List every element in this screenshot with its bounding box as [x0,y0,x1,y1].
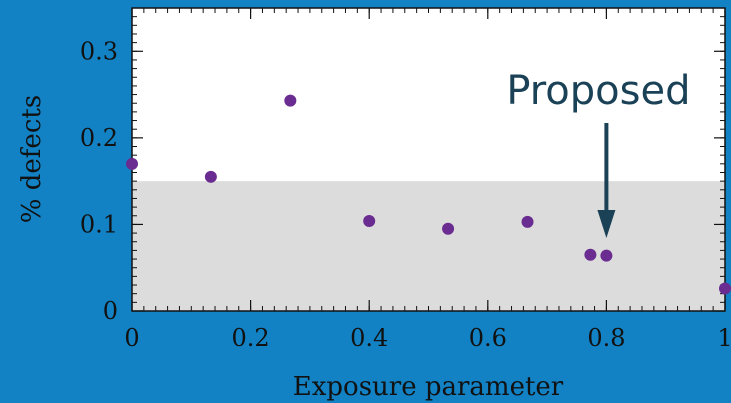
proposed-annotation-label: Proposed [506,68,690,114]
x-tick-label: 0 [124,324,139,352]
x-tick-label: 0.2 [232,324,270,352]
y-tick-label: 0.3 [80,37,118,65]
data-point [600,249,613,262]
annotation-layer: Proposed [506,68,690,238]
band-layer [132,181,725,311]
data-point [442,222,455,235]
x-tick-label: 0.6 [469,324,507,352]
data-point [584,248,597,261]
x-tick-label: 0.4 [350,324,388,352]
data-point [363,214,376,227]
acceptable-range-band [132,181,725,311]
ticks-layer: 0 0.2 0.4 0.6 0.8 1 0 0.1 0.2 0.3 [80,7,731,352]
y-tick-label: 0.1 [80,210,118,238]
y-tick-label: 0 [103,297,118,325]
x-tick-label: 1 [717,324,731,352]
x-axis-label: Exposure parameter [293,372,564,402]
data-point [521,215,534,228]
data-point [284,94,297,107]
y-tick-label: 0.2 [80,124,118,152]
data-point [204,170,217,183]
x-tick-label: 0.8 [587,324,625,352]
annotation-arrow-head [597,210,616,238]
data-point [126,157,138,170]
data-point [719,282,731,295]
y-axis-label: % defects [17,95,47,223]
points-layer [126,94,731,295]
